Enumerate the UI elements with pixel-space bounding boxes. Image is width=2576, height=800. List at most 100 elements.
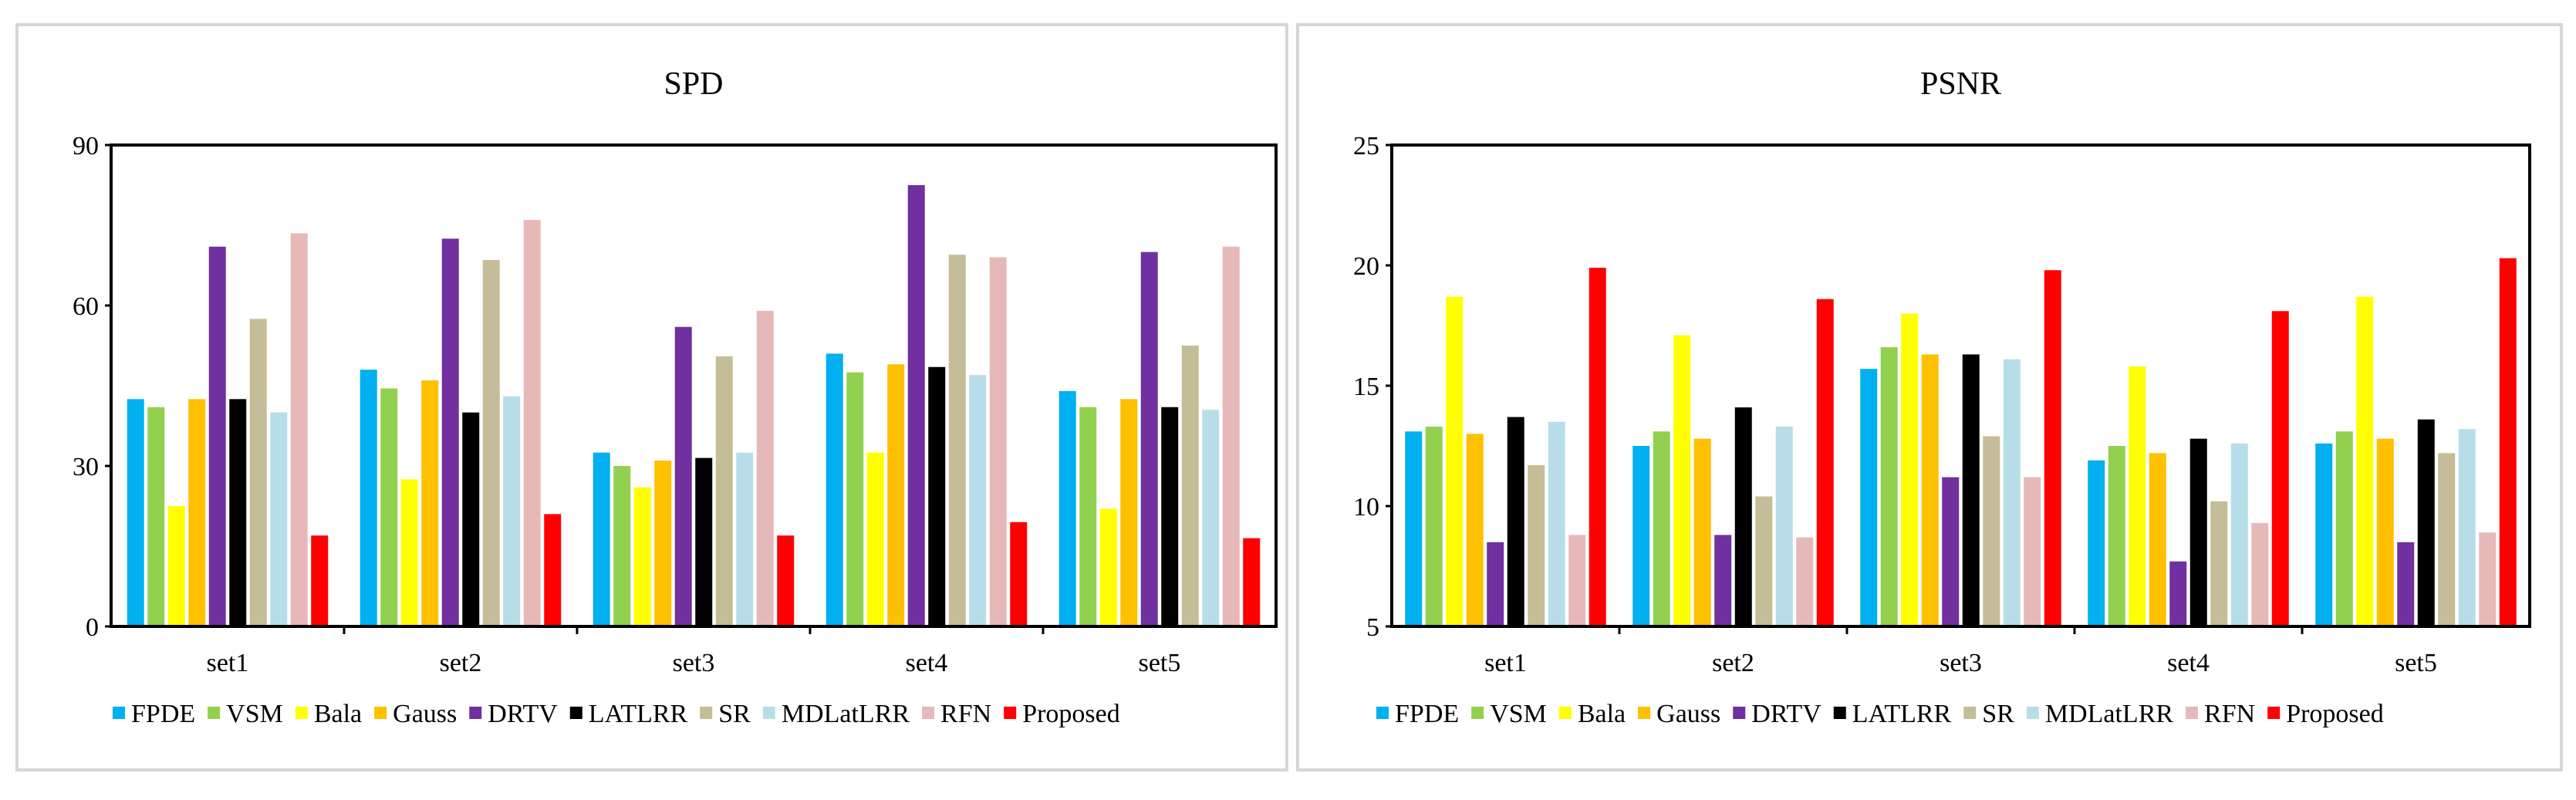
psnr-legend-label-bala: Bala (1578, 700, 1626, 728)
spd-legend-swatch-vsm (208, 707, 221, 719)
spd-legend-label-gauss: Gauss (393, 700, 457, 728)
psnr-bar-vsm-set4 (2108, 446, 2125, 626)
spd-bar-bala-set3 (633, 487, 651, 626)
spd-bar-fpde-set1 (127, 399, 144, 626)
psnr-bar-fpde-set3 (1860, 369, 1878, 626)
spd-bar-vsm-set3 (613, 466, 631, 626)
spd-bar-bala-set5 (1099, 508, 1117, 626)
spd-legend-swatch-rfn (922, 707, 935, 719)
spd-legend-swatch-proposed (1004, 707, 1017, 719)
spd-bar-latlrr-set3 (695, 457, 713, 626)
spd-legend-label-mdlatlrr: MDLatLRR (782, 700, 910, 728)
spd-bar-vsm-set1 (147, 407, 165, 626)
psnr-bar-rfn-set2 (1796, 537, 1814, 626)
spd-bar-vsm-set2 (380, 388, 398, 626)
spd-bar-sr-set1 (249, 319, 267, 626)
psnr-bar-proposed-set5 (2499, 258, 2517, 626)
psnr-bar-mdlatlrr-set1 (1548, 421, 1565, 626)
spd-legend-label-drtv: DRTV (488, 700, 558, 728)
spd-bar-gauss-set5 (1120, 399, 1138, 626)
spd-bar-gauss-set3 (654, 461, 672, 626)
spd-legend-swatch-gauss (374, 707, 387, 719)
spd-legend-label-fpde: FPDE (131, 700, 195, 728)
psnr-bar-drtv-set1 (1487, 542, 1504, 626)
spd-y-tick-label: 90 (73, 132, 99, 160)
psnr-bar-latlrr-set2 (1734, 407, 1752, 626)
psnr-y-tick-label: 20 (1353, 252, 1379, 281)
psnr-legend-label-latlrr: LATLRR (1852, 700, 1952, 728)
psnr-bar-proposed-set4 (2271, 311, 2289, 626)
psnr-bar-gauss-set2 (1693, 438, 1711, 626)
psnr-bar-bala-set4 (2129, 366, 2146, 626)
spd-bar-bala-set1 (167, 506, 185, 626)
spd-bar-drtv-set1 (208, 246, 226, 626)
spd-bar-proposed-set5 (1243, 538, 1261, 626)
spd-y-tick-label: 0 (86, 613, 99, 642)
spd-legend-label-proposed: Proposed (1022, 700, 1120, 728)
spd-chart-title: SPD (663, 66, 723, 102)
psnr-bar-rfn-set4 (2251, 522, 2269, 626)
psnr-legend-label-mdlatlrr: MDLatLRR (2045, 700, 2174, 728)
spd-legend-label-latlrr: LATLRR (589, 700, 688, 728)
spd-bar-drtv-set2 (441, 238, 459, 626)
psnr-legend-swatch-sr (1963, 707, 1977, 719)
spd-bar-drtv-set5 (1140, 251, 1158, 626)
psnr-chart-title: PSNR (1920, 66, 2001, 102)
psnr-bar-fpde-set1 (1405, 431, 1423, 626)
spd-bar-fpde-set2 (360, 370, 377, 626)
spd-bar-sr-set2 (482, 260, 500, 626)
psnr-bar-fpde-set4 (2088, 460, 2105, 626)
psnr-chart-panel: PSNR 5 10 15 20 25 set1 set2 set3 set4 set5 FPDE VSM… (1296, 23, 2563, 771)
psnr-bar-fpde-set2 (1632, 446, 1650, 626)
psnr-bar-latlrr-set4 (2189, 438, 2207, 626)
psnr-legend-label-gauss: Gauss (1656, 700, 1720, 728)
spd-bar-sr-set3 (715, 356, 733, 626)
psnr-bar-latlrr-set5 (2417, 419, 2435, 626)
psnr-legend-swatch-latlrr (1833, 707, 1846, 719)
psnr-y-tick-label: 25 (1353, 132, 1379, 160)
spd-y-tick-label: 60 (73, 292, 99, 321)
psnr-bar-latlrr-set1 (1507, 417, 1524, 626)
spd-bar-drtv-set3 (674, 326, 692, 626)
psnr-legend-swatch-vsm (1471, 707, 1484, 719)
psnr-bar-drtv-set2 (1714, 535, 1732, 626)
spd-bar-latlrr-set2 (462, 412, 480, 626)
spd-bar-sr-set4 (948, 255, 966, 626)
spd-bar-vsm-set5 (1079, 407, 1097, 626)
psnr-legend-label-rfn: RFN (2204, 700, 2255, 728)
psnr-bar-vsm-set5 (2335, 431, 2353, 626)
spd-bar-rfn-set1 (290, 233, 308, 626)
psnr-bar-fpde-set5 (2315, 443, 2333, 626)
psnr-bar-sr-set3 (1983, 436, 2000, 626)
spd-bar-gauss-set2 (421, 380, 439, 626)
psnr-bar-rfn-set1 (1568, 535, 1586, 626)
spd-bar-rfn-set3 (756, 310, 774, 626)
psnr-legend-label-fpde: FPDE (1395, 700, 1459, 728)
psnr-bar-gauss-set4 (2149, 453, 2166, 626)
spd-bar-proposed-set1 (311, 535, 329, 626)
psnr-bar-sr-set2 (1755, 496, 1773, 626)
psnr-bar-bala-set3 (1901, 313, 1919, 626)
spd-x-tick-label: set1 (207, 649, 249, 677)
spd-bar-latlrr-set1 (229, 399, 247, 626)
psnr-legend-swatch-gauss (1638, 707, 1651, 719)
spd-legend-swatch-latlrr (569, 707, 582, 719)
psnr-y-tick-label: 10 (1353, 493, 1379, 522)
spd-legend-swatch-sr (700, 707, 713, 719)
psnr-bar-vsm-set2 (1653, 431, 1670, 626)
spd-bar-mdlatlrr-set1 (270, 412, 288, 626)
psnr-x-tick-label: set3 (1940, 649, 1982, 677)
spd-bar-rfn-set4 (989, 257, 1007, 626)
spd-bar-fpde-set3 (593, 452, 610, 626)
spd-x-tick-label: set3 (673, 649, 715, 677)
psnr-bar-proposed-set3 (2044, 270, 2061, 626)
psnr-legend-swatch-proposed (2267, 707, 2281, 719)
spd-bar-mdlatlrr-set5 (1202, 410, 1220, 626)
psnr-bar-drtv-set5 (2397, 542, 2415, 626)
spd-bar-sr-set5 (1181, 346, 1199, 626)
psnr-legend-swatch-bala (1558, 707, 1572, 719)
spd-bar-proposed-set2 (544, 514, 562, 626)
psnr-bar-gauss-set1 (1466, 434, 1484, 626)
psnr-x-tick-label: set5 (2395, 649, 2437, 677)
spd-bar-latlrr-set4 (928, 366, 946, 626)
